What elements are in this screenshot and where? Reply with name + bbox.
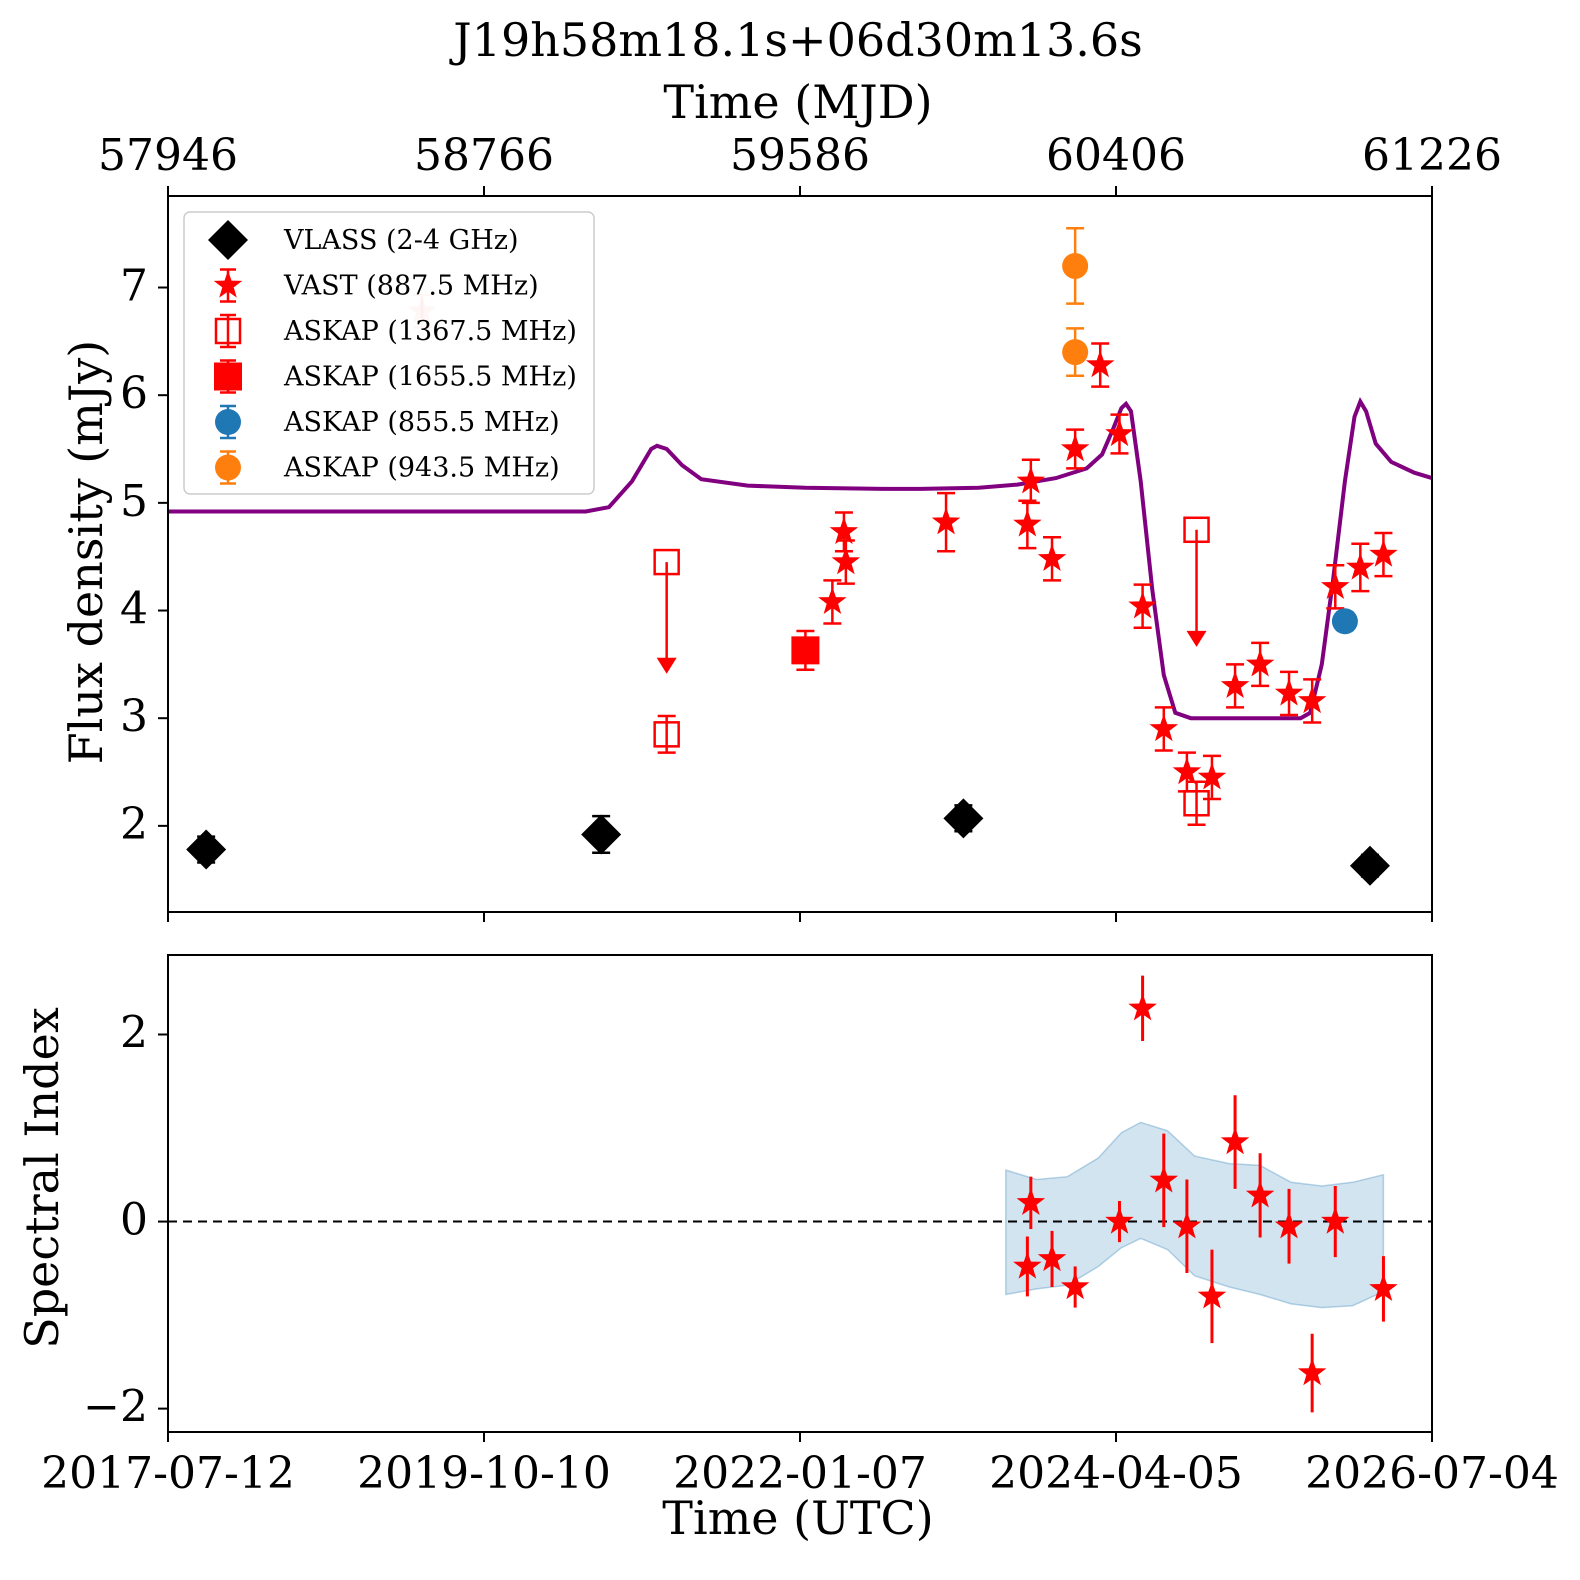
flux-s1-p3-marker: [831, 547, 861, 575]
upper-limit-1-marker: [1183, 516, 1210, 544]
legend-label-3: ASKAP (1655.5 MHz): [283, 362, 577, 393]
flux-s0-p0-marker: [186, 829, 227, 870]
flux-s1-p14-marker: [1197, 762, 1227, 790]
legend-marker-1: [213, 270, 243, 298]
flux-s0-p2-marker: [943, 798, 984, 839]
flux-s2-p1-errorbar: [1187, 780, 1206, 827]
utc-tick-label-1: 2019-10-10: [357, 1448, 611, 1499]
flux-s1-p10-marker: [1105, 418, 1134, 447]
flux-s1-p8-marker: [1060, 434, 1090, 462]
utc-tick-label-4: 2026-07-04: [1305, 1448, 1559, 1499]
flux-s1-p2-marker: [829, 516, 859, 545]
si-p14-marker: [1369, 1273, 1398, 1301]
legend-marker-2: [214, 317, 242, 345]
flux-s1-p5-marker: [1013, 509, 1042, 537]
spectral-index-panel: −2 0 2 2017-07-12 2019-10-10 2022-01-07 2024-0…: [41, 954, 1559, 1499]
top-x-axis-label: Time (MJD): [663, 75, 932, 129]
flux-s1-p21-marker: [1369, 539, 1398, 567]
si-p11-marker: [1274, 1211, 1304, 1239]
flux-s1-p6-marker: [1016, 466, 1046, 494]
mjd-tick-label-4: 61226: [1362, 130, 1502, 181]
flux-s1-p18-marker: [1297, 686, 1327, 714]
si-p4-marker: [1105, 1206, 1134, 1234]
legend-marker-4: [215, 409, 241, 435]
si-p6-marker: [1149, 1165, 1179, 1193]
legend-label-0: VLASS (2-4 GHz): [283, 225, 519, 256]
si-ytick-label-2: 2: [120, 1008, 148, 1059]
si-p9-marker: [1220, 1127, 1250, 1155]
mjd-tick-label-1: 58766: [414, 130, 554, 181]
mjd-tick-label-2: 59586: [730, 130, 870, 181]
flux-ytick-label-4: 6: [120, 368, 148, 419]
legend-label-5: ASKAP (943.5 MHz): [283, 453, 560, 484]
si-ytick-label-0: −2: [83, 1382, 148, 1433]
flux-s3-p0-marker: [791, 636, 820, 665]
si-p8-marker: [1197, 1281, 1227, 1309]
legend-marker-0: [208, 220, 248, 260]
spectral-index-band: [1005, 1121, 1385, 1309]
flux-s1-p19-marker: [1321, 571, 1350, 599]
flux-s1-p13-marker: [1172, 757, 1202, 785]
si-ytick-label-1: 0: [120, 1195, 148, 1246]
spectral-index-y-axis-label: Spectral Index: [15, 1007, 69, 1349]
flux-s1-p15-marker: [1220, 670, 1250, 698]
flux-s2-p0-marker: [653, 721, 680, 748]
legend-label-1: VAST (887.5 MHz): [283, 271, 539, 302]
flux-s5-p1-marker: [1062, 339, 1089, 366]
flux-s1-p12-marker: [1149, 714, 1179, 742]
flux-s1-p4-marker: [931, 507, 961, 535]
utc-tick-label-3: 2024-04-05: [989, 1448, 1243, 1499]
flux-ytick-label-3: 5: [120, 476, 148, 527]
legend-label-4: ASKAP (855.5 MHz): [283, 407, 560, 438]
si-p0-marker: [1013, 1251, 1042, 1279]
flux-ytick-label-5: 7: [120, 261, 148, 312]
flux-y-axis-label: Flux density (mJy): [59, 340, 113, 764]
si-p5-marker: [1128, 993, 1157, 1021]
upper-limit-0-arrow: [656, 657, 677, 674]
si-p10-marker: [1245, 1180, 1275, 1208]
upper-limit-0-marker: [653, 548, 680, 576]
flux-s1-p9-marker: [1085, 350, 1115, 378]
legend: VLASS (2-4 GHz) VAST (887.5 MHz) ASKAP (13…: [183, 211, 595, 495]
legend-marker-3: [214, 362, 242, 391]
flux-s1-p1-marker: [818, 586, 847, 614]
flux-s1-p11-marker: [1128, 591, 1157, 619]
flux-s5-p0-marker: [1062, 252, 1089, 279]
mjd-tick-label-0: 57946: [98, 130, 238, 181]
flux-s1-p7-marker: [1037, 543, 1067, 571]
flux-s0-p3-marker: [1349, 845, 1390, 886]
upper-limit-1-arrow: [1186, 630, 1207, 647]
flux-s1-p20-marker: [1346, 552, 1375, 580]
mjd-tick-label-3: 60406: [1046, 130, 1186, 181]
flux-s2-p1-marker: [1183, 790, 1210, 817]
si-p13-marker: [1321, 1206, 1350, 1234]
legend-marker-5: [215, 454, 241, 481]
flux-ytick-label-2: 4: [120, 584, 148, 635]
si-p12-marker: [1297, 1358, 1327, 1386]
flux-s1-p16-marker: [1245, 649, 1275, 677]
legend-label-2: ASKAP (1367.5 MHz): [283, 316, 577, 347]
bottom-x-axis-label: Time (UTC): [662, 1491, 933, 1545]
flux-ytick-label-1: 3: [120, 691, 148, 742]
si-p2-marker: [1037, 1244, 1067, 1272]
flux-s4-p0-marker: [1331, 608, 1358, 635]
chart-title: J19h58m18.1s+06d30m13.6s: [449, 13, 1142, 67]
utc-tick-label-0: 2017-07-12: [41, 1448, 295, 1499]
flux-ytick-label-0: 2: [120, 799, 148, 850]
utc-tick-label-2: 2022-01-07: [673, 1448, 927, 1499]
si-p1-marker: [1016, 1187, 1046, 1215]
flux-s1-p17-marker: [1274, 678, 1304, 706]
legend-box: [183, 211, 595, 495]
si-p3-marker: [1060, 1272, 1090, 1300]
flux-s0-p1-marker: [581, 814, 622, 855]
si-p7-marker: [1172, 1211, 1202, 1239]
model-curve: [168, 397, 1433, 721]
